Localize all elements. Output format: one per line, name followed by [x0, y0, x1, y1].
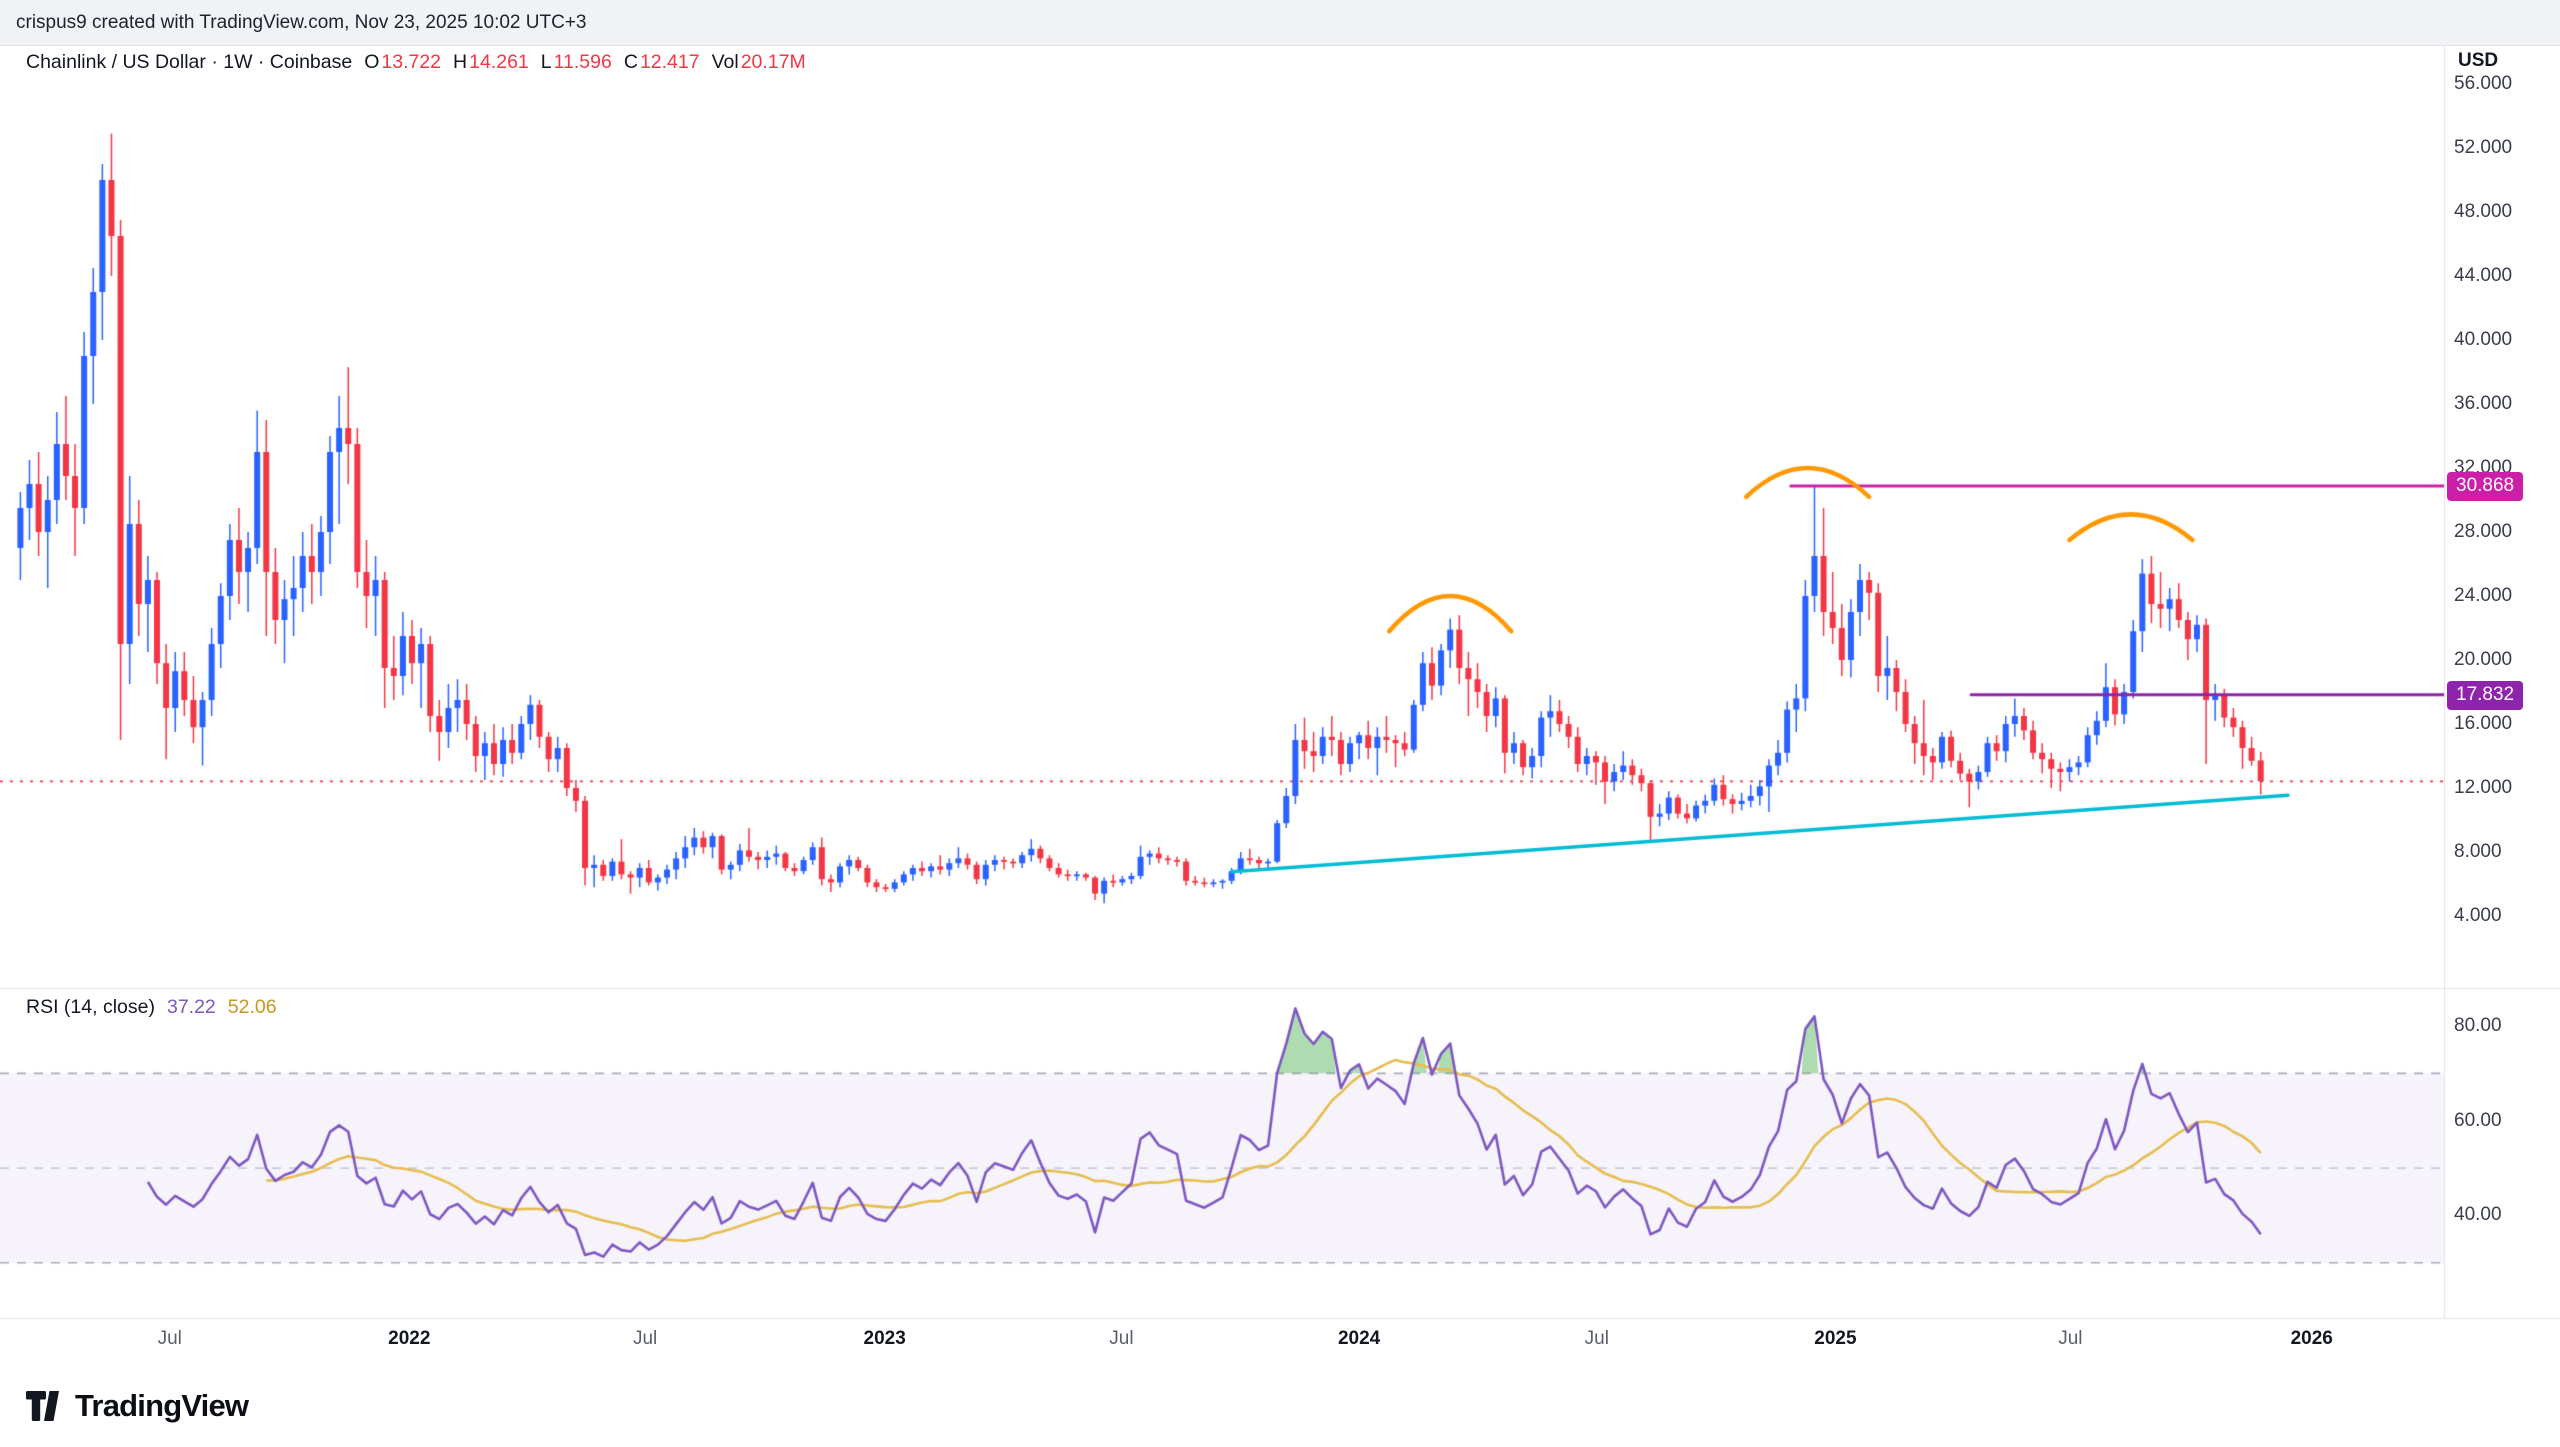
- ohlc-item: O 13.722: [364, 51, 441, 74]
- ohlc-label: L: [540, 51, 552, 73]
- ohlc-label: C: [623, 51, 638, 73]
- ohlc-item: C 12.417: [624, 51, 700, 74]
- ohlc-item: L 11.596: [541, 51, 612, 74]
- volume-value: 20.17M: [740, 51, 806, 73]
- ohlc-value: 12.417: [639, 51, 700, 73]
- ohlc-value: 14.261: [469, 51, 529, 73]
- rsi-title[interactable]: RSI (14, close): [26, 996, 155, 1018]
- tradingview-logo[interactable]: TradingView: [26, 1388, 249, 1424]
- tradingview-logo-icon: [26, 1391, 59, 1421]
- currency-label: USD: [2458, 50, 2499, 71]
- ohlc-label: H: [453, 51, 468, 73]
- rsi-legend[interactable]: RSI (14, close) 37.22 52.06: [26, 996, 277, 1019]
- rsi-ma-value: 52.06: [227, 996, 277, 1018]
- rsi-value: 37.22: [166, 996, 216, 1018]
- attribution-text: crispus9 created with TradingView.com, N…: [16, 11, 587, 33]
- ohlc-value: 13.722: [381, 51, 442, 73]
- ohlc-label: O: [364, 51, 380, 73]
- ohlc-item: H 14.261: [453, 51, 529, 74]
- ohlc-value: 11.596: [553, 51, 612, 73]
- volume-label: Vol: [711, 51, 739, 73]
- volume-group: Vol 20.17M: [712, 51, 806, 74]
- symbol-title[interactable]: Chainlink / US Dollar · 1W · Coinbase: [26, 51, 353, 73]
- tradingview-logo-text: TradingView: [75, 1388, 249, 1423]
- ohlc-values: O 13.722 H 14.261 L 11.596 C 12.417: [352, 51, 699, 74]
- attribution-bar: crispus9 created with TradingView.com, N…: [0, 0, 2560, 46]
